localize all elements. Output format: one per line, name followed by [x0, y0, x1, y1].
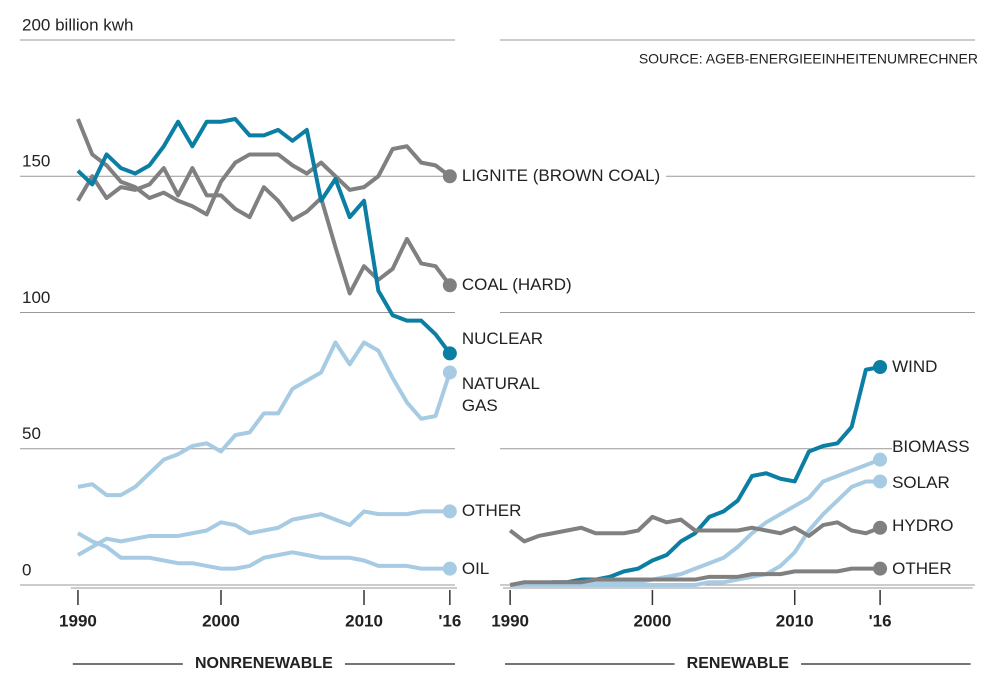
series-label: OIL: [461, 557, 496, 580]
x-tick-label: 2010: [345, 611, 383, 630]
series-label: WIND: [892, 356, 944, 378]
x-tick-label: 1990: [59, 611, 97, 630]
y-tick-label: 50: [22, 424, 41, 443]
series-line: [77, 340, 452, 498]
end-dot: [442, 561, 457, 576]
series-line: [508, 514, 881, 544]
end-dot: [873, 360, 888, 374]
end-dot: [873, 474, 888, 489]
series-label: SOLAR: [892, 472, 956, 495]
end-dot: [442, 278, 457, 293]
series-label: NUCLEAR: [461, 328, 550, 351]
series-line: [510, 365, 881, 587]
end-dot: [873, 561, 888, 576]
series-line: [76, 531, 450, 571]
series-line: [510, 457, 881, 587]
x-tick-label: '16: [438, 611, 461, 630]
series-label: COAL (HARD): [461, 274, 578, 297]
end-dot: [442, 365, 457, 380]
y-tick-label: 200 billion kwh: [22, 15, 134, 34]
series-label: NATURAL GAS: [461, 373, 548, 418]
series-line: [76, 117, 452, 355]
end-dot: [873, 520, 888, 535]
panel-label: RENEWABLE: [687, 655, 790, 672]
panel-label: NONRENEWABLE: [195, 655, 333, 672]
y-tick-label: 100: [22, 288, 50, 307]
end-dot: [873, 452, 888, 467]
y-tick-label: 0: [22, 560, 31, 579]
series-line: [76, 509, 450, 557]
series-label: HYDRO: [892, 514, 960, 537]
x-tick-label: 2000: [634, 611, 672, 630]
end-dot: [442, 169, 457, 184]
x-tick-label: 2010: [776, 611, 814, 630]
series-label: BIOMASS: [892, 435, 976, 458]
end-dot: [442, 346, 457, 361]
end-dot: [442, 504, 457, 519]
source-note: SOURCE: AGEB-ENERGIEEINHEITENUMRECHNER: [639, 51, 978, 67]
series-line: [76, 166, 452, 296]
x-tick-label: 2000: [202, 611, 240, 630]
x-tick-label: 1990: [491, 611, 529, 630]
series-label: LIGNITE (BROWN COAL): [461, 165, 667, 188]
y-tick-label: 150: [22, 152, 50, 171]
series-line: [76, 118, 452, 217]
series-line: [509, 566, 881, 587]
series-label: OTHER: [892, 557, 958, 580]
series-line: [510, 479, 881, 587]
x-tick-label: '16: [869, 611, 892, 630]
series-label: OTHER: [461, 500, 528, 523]
